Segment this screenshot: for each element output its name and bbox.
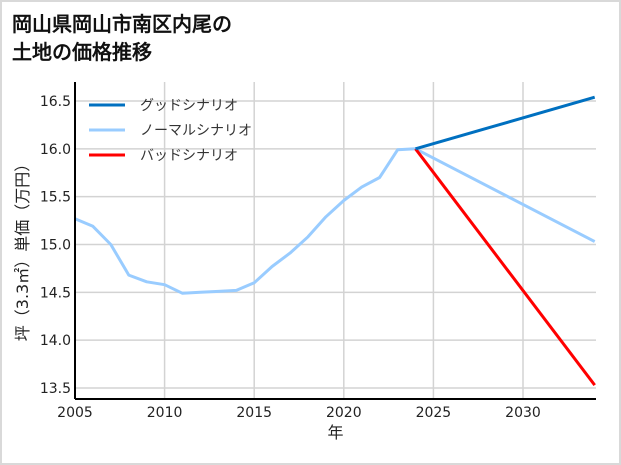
title-line-1: 岡山県岡山市南区内尾の <box>12 12 232 36</box>
y-axis-label: 坪（3.3㎡）単価（万円） <box>13 156 32 341</box>
x-tick-label: 2015 <box>236 405 272 421</box>
title-line-2: 土地の価格推移 <box>12 40 152 64</box>
legend-label-2: バッドシナリオ <box>140 148 238 164</box>
y-tick-label: 14.5 <box>40 285 71 301</box>
series-line-1 <box>75 147 596 295</box>
y-tick-label: 13.5 <box>40 381 71 397</box>
legend-label-0: グッドシナリオ <box>140 98 238 114</box>
y-tick-label: 15.0 <box>40 238 71 254</box>
axes: 2005 2010 2015 2020 2025 2030 13.5 14.0 14.5 15.0… <box>13 82 596 442</box>
series-lines <box>75 95 596 387</box>
legend-label-1: ノーマルシナリオ <box>140 123 252 139</box>
y-tick-label: 16.0 <box>40 142 71 158</box>
chart-title: 岡山県岡山市南区内尾の 土地の価格推移 <box>12 10 232 66</box>
y-tick-label: 15.5 <box>40 190 71 206</box>
x-tick-label: 2005 <box>57 405 93 421</box>
x-tick-label: 2030 <box>505 405 541 421</box>
x-axis-label: 年 <box>327 423 343 442</box>
x-tick-label: 2025 <box>416 405 452 421</box>
series-line-2 <box>414 147 596 387</box>
series-line-0 <box>415 95 596 151</box>
x-tick-label: 2020 <box>326 405 362 421</box>
y-tick-label: 14.0 <box>40 333 71 349</box>
y-tick-label: 16.5 <box>40 94 71 110</box>
x-tick-label: 2010 <box>147 405 183 421</box>
